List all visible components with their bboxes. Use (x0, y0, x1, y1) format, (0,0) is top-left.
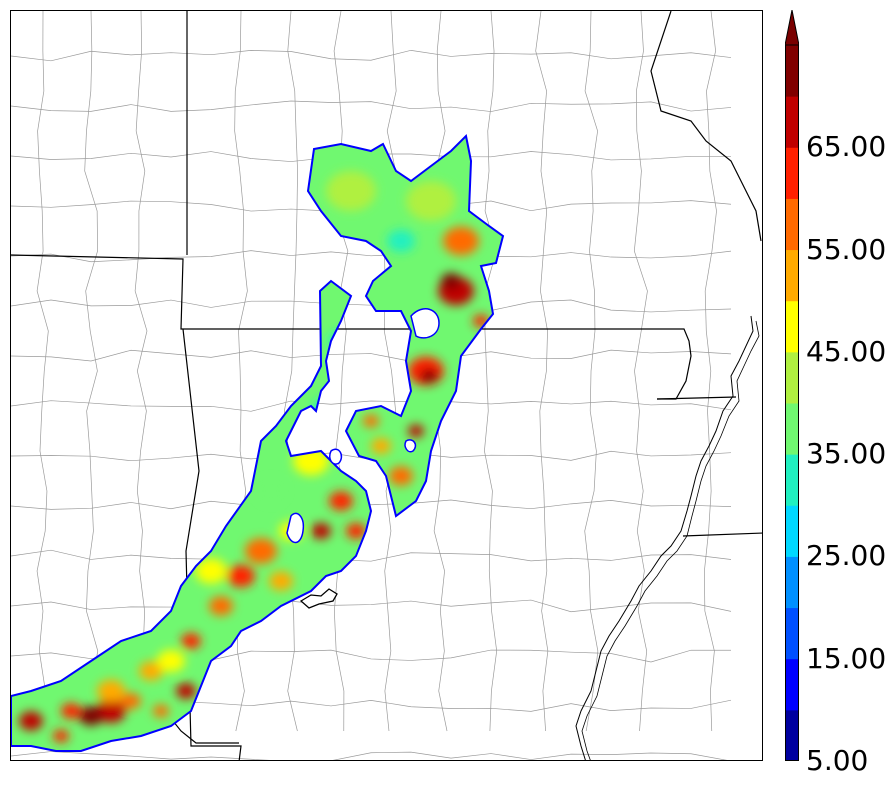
intensity-cell (326, 171, 376, 211)
map-canvas (11, 11, 762, 760)
intensity-cell (19, 711, 43, 731)
colorbar-tick-label: 65.00 (806, 130, 887, 164)
county-line (11, 100, 732, 112)
colorbar-segment (785, 556, 799, 609)
county-line (484, 11, 498, 732)
intensity-cell (408, 424, 424, 438)
intensity-cell (181, 633, 201, 649)
intensity-cell (53, 729, 69, 743)
intensity-cell (329, 491, 353, 511)
intensity-cell (257, 479, 285, 503)
colorbar-segment (785, 249, 799, 302)
intensity-cell (420, 368, 438, 384)
intensity-cell (329, 331, 353, 351)
county-line (535, 11, 549, 732)
colorbar-segment (785, 300, 799, 353)
colorbar-segment (785, 607, 799, 660)
county-line (333, 11, 349, 732)
colorbar-segment (785, 147, 799, 199)
colorbar-tick-label: 15.00 (806, 641, 887, 675)
intensity-cell (371, 438, 391, 454)
intensity-cell (195, 558, 227, 584)
intensity-cell (79, 706, 103, 726)
county-line (383, 11, 397, 732)
colorbar-tick-label: 35.00 (806, 437, 887, 471)
county-line (11, 400, 732, 412)
colorbar-segment (785, 96, 799, 148)
map-panel (10, 10, 763, 761)
precipitation-swath (11, 133, 505, 752)
intensity-cell (121, 693, 141, 709)
county-line (134, 11, 148, 732)
colorbar-segment (785, 45, 799, 97)
county-line (704, 11, 717, 732)
colorbar-segment (785, 658, 799, 711)
county-line (11, 751, 728, 760)
intensity-cell (293, 446, 329, 476)
colorbar-extend-arrow (785, 10, 799, 46)
intensity-cell (441, 273, 461, 289)
colorbar-tick-label: 5.00 (806, 744, 869, 777)
county-boundaries (11, 11, 732, 760)
intensity-cell (443, 226, 479, 256)
intensity-cell (227, 564, 255, 588)
intensity-cell (245, 538, 277, 564)
county-line (84, 11, 99, 732)
county-line (11, 499, 732, 510)
river-line (575, 315, 754, 760)
county-line (36, 11, 49, 732)
intensity-cell (406, 181, 456, 221)
colorbar-segment (785, 403, 799, 455)
colorbar-tick-label: 25.00 (806, 539, 887, 573)
colorbar-segment (785, 709, 799, 761)
colorbar-segment (785, 454, 799, 506)
county-line (633, 11, 648, 732)
colorbar-segment (785, 505, 799, 557)
intensity-cell (61, 703, 81, 719)
county-line (11, 349, 732, 362)
river-line-2 (581, 320, 760, 760)
colorbar-tick-label: 55.00 (806, 232, 887, 266)
county-line (11, 250, 732, 263)
colorbar-segment (785, 198, 799, 251)
colorbar (785, 10, 799, 761)
intensity-cell (153, 704, 169, 718)
county-line (11, 599, 732, 613)
intensity-cell (96, 699, 126, 723)
county-line (283, 11, 298, 732)
intensity-cell (157, 649, 185, 673)
intensity-cell (209, 596, 233, 616)
intensity-cell (311, 523, 331, 539)
intensity-cell (97, 679, 125, 703)
intensity-cell (139, 661, 163, 681)
colorbar-segment (785, 351, 799, 404)
intensity-cell (363, 414, 379, 428)
intensity-cell (269, 571, 293, 591)
colorbar-tick-label: 45.00 (806, 334, 887, 368)
county-line (584, 11, 599, 732)
county-line (11, 549, 732, 562)
lake-outline (299, 588, 338, 609)
intensity-cell (176, 683, 196, 699)
intensity-cell (387, 229, 415, 253)
intensity-cell (389, 466, 413, 486)
intensity-cell (346, 523, 366, 539)
county-line (11, 49, 732, 62)
